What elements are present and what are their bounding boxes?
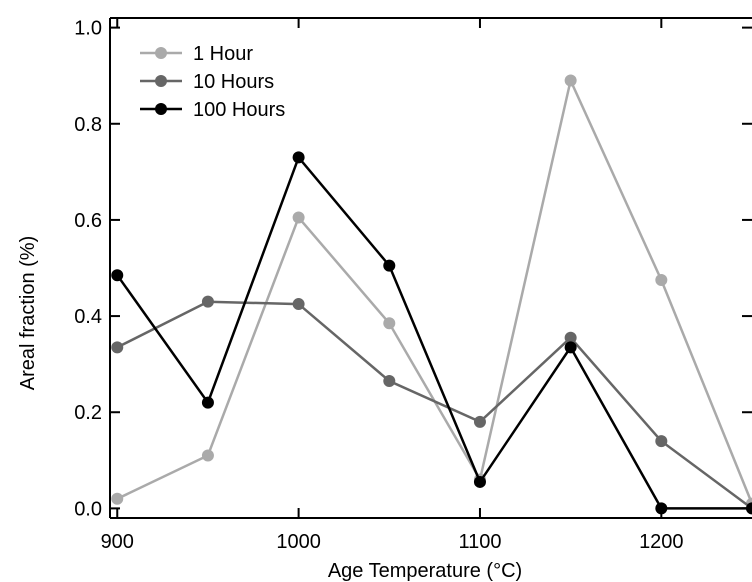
y-tick-label: 0.2 <box>74 402 102 424</box>
data-point <box>111 269 124 282</box>
y-tick-label: 0.8 <box>74 114 102 136</box>
legend-item: 1 Hour <box>140 43 253 65</box>
data-point <box>564 74 577 87</box>
data-point <box>201 396 214 409</box>
legend-swatch-marker <box>155 103 167 115</box>
y-tick-label: 0.0 <box>74 498 102 520</box>
data-point <box>292 298 305 311</box>
series-0 <box>111 74 752 510</box>
plot-frame <box>109 17 752 519</box>
data-point <box>655 502 668 515</box>
series-2 <box>111 151 752 515</box>
legend-swatch-marker <box>155 47 167 59</box>
data-point <box>383 374 396 387</box>
axis-ticks: 0.0 0.2 0.4 0.6 0.8 1.0 900 1000 1100 1200 <box>74 18 752 553</box>
y-tick-label: 0.6 <box>74 210 102 232</box>
legend: 1 Hour 10 Hours 100 Hours <box>140 43 285 121</box>
series-line <box>116 154 752 510</box>
y-tick-label: 1.0 <box>74 18 102 40</box>
legend-swatch-marker <box>155 75 167 87</box>
x-tick-label: 900 <box>101 531 134 553</box>
data-point <box>655 435 668 448</box>
series-line <box>116 300 752 510</box>
data-point <box>292 211 305 224</box>
data-point <box>473 475 486 488</box>
x-tick-label: 1000 <box>276 531 321 553</box>
data-point <box>473 415 486 428</box>
y-tick-label: 0.4 <box>74 306 102 328</box>
legend-label: 100 Hours <box>193 99 285 121</box>
data-point <box>201 449 214 462</box>
data-point <box>292 151 305 164</box>
legend-item: 100 Hours <box>140 99 285 121</box>
x-axis-title: Age Temperature (°C) <box>328 560 522 582</box>
data-point <box>111 492 124 505</box>
data-point <box>383 317 396 330</box>
data-point <box>111 341 124 354</box>
data-point <box>564 341 577 354</box>
data-point <box>383 259 396 272</box>
series-layer <box>111 74 752 515</box>
legend-item: 10 Hours <box>140 71 274 93</box>
x-tick-label: 1200 <box>639 531 684 553</box>
x-tick-label: 1100 <box>458 531 501 553</box>
y-axis-title: Areal fraction (%) <box>17 236 39 391</box>
legend-label: 1 Hour <box>193 43 253 65</box>
data-point <box>655 274 668 287</box>
data-point <box>746 502 752 515</box>
data-point <box>201 295 214 308</box>
legend-label: 10 Hours <box>193 71 274 93</box>
data-point <box>564 331 577 344</box>
